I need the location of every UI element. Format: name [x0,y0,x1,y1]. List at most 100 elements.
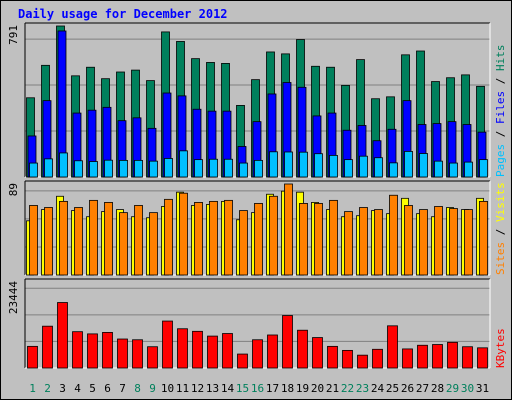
x-tick-label: 7 [119,382,126,395]
sites-bar [149,212,158,276]
pages-bar [374,157,383,178]
x-tick-label: 2 [44,382,51,395]
x-tick-label: 22 [341,382,354,395]
x-tick-label: 28 [431,382,444,395]
pages-bar [449,162,458,178]
legend-entry-files: Files [494,91,507,124]
kbytes-bar [102,332,113,369]
x-tick-label: 27 [416,382,429,395]
x-tick-label: 14 [221,382,235,395]
pages-bar [224,158,233,178]
sites-bar [299,203,308,276]
sites-bar [164,198,173,276]
x-tick-label: 18 [281,382,294,395]
sites-bar [59,200,68,276]
legend-separator: / [494,222,507,242]
x-tick-label: 20 [311,382,324,395]
sites-bar [74,207,83,276]
kbytes-bar [297,329,308,369]
pages-bar [239,162,248,178]
sites-bar [434,206,443,276]
sites-bar [29,205,38,276]
x-tick-label: 6 [104,382,111,395]
kbytes-bar [357,354,368,369]
x-tick-label: 19 [296,382,309,395]
sites-bar [269,195,278,276]
sites-bar [389,194,398,276]
kbytes-bar [432,344,443,369]
sites-bar [209,200,218,276]
kbytes-bar [132,339,143,369]
sites-bar [44,207,53,276]
pages-bar [434,160,443,178]
x-tick-label: 30 [461,382,474,395]
pages-bar [134,159,143,178]
pages-bar [119,159,128,178]
sites-bar [479,200,488,276]
x-tick-label: 12 [191,382,204,395]
kbytes-bar [312,337,323,369]
x-tick-label: 3 [59,382,66,395]
pages-bar [89,161,98,178]
kbytes-bar [222,333,233,369]
kbytes-bar [267,334,278,369]
pages-bar [149,160,158,178]
sites-bar [464,209,473,276]
sites-bar [224,199,233,276]
kbytes-bar [207,335,218,369]
kbytes-bar [447,341,458,369]
x-tick-label: 13 [206,382,219,395]
x-tick-label: 21 [326,382,339,395]
pages-bar [344,159,353,178]
x-tick-label: 5 [89,382,96,395]
panel-1-legend: Sites / Visits [494,182,507,275]
pages-bar [284,151,293,178]
panel-0-legend: Pages / Files / Hits [494,45,507,178]
kbytes-bar [27,345,38,369]
kbytes-bar [192,330,203,369]
x-tick-label: 10 [161,382,174,395]
pages-bar [269,151,278,178]
sites-bar [419,209,428,276]
legend-entry-kbytes: KBytes [494,328,507,368]
pages-bar [359,155,368,178]
legend-entry-hits: Hits [494,45,507,72]
sites-bar [254,203,263,276]
pages-bar [464,161,473,178]
kbytes-bar [57,302,68,369]
panel-2-legend: KBytes [494,328,507,368]
sites-bar [374,209,383,276]
pages-bar [299,151,308,178]
kbytes-bar [387,325,398,369]
x-tick-label: 1 [29,382,36,395]
chart-title: Daily usage for December 2012 [18,7,228,21]
sites-bar [134,205,143,276]
pages-bar [179,150,188,178]
panel-0-ymax-label: 791 [7,25,20,45]
sites-bar [359,207,368,276]
kbytes-bar [42,325,53,369]
pages-bar [314,153,323,178]
x-tick-label: 17 [266,382,279,395]
sites-bar [89,199,98,276]
kbytes-bar [117,338,128,369]
legend-entry-sites: Sites [494,242,507,275]
x-tick-label: 15 [236,382,249,395]
x-tick-label: 23 [356,382,369,395]
pages-bar [74,160,83,178]
pages-bar [419,153,428,178]
kbytes-bar [147,346,158,369]
x-tick-label: 26 [401,382,414,395]
legend-separator: / [494,71,507,91]
kbytes-bar [477,347,488,369]
kbytes-bar [327,345,338,369]
kbytes-bar [282,315,293,369]
kbytes-bar [342,349,353,369]
x-tick-label: 11 [176,382,189,395]
pages-bar [164,158,173,178]
sites-bar [314,203,323,276]
legend-separator: / [494,124,507,144]
kbytes-bar [72,331,83,369]
pages-bar [44,158,53,178]
